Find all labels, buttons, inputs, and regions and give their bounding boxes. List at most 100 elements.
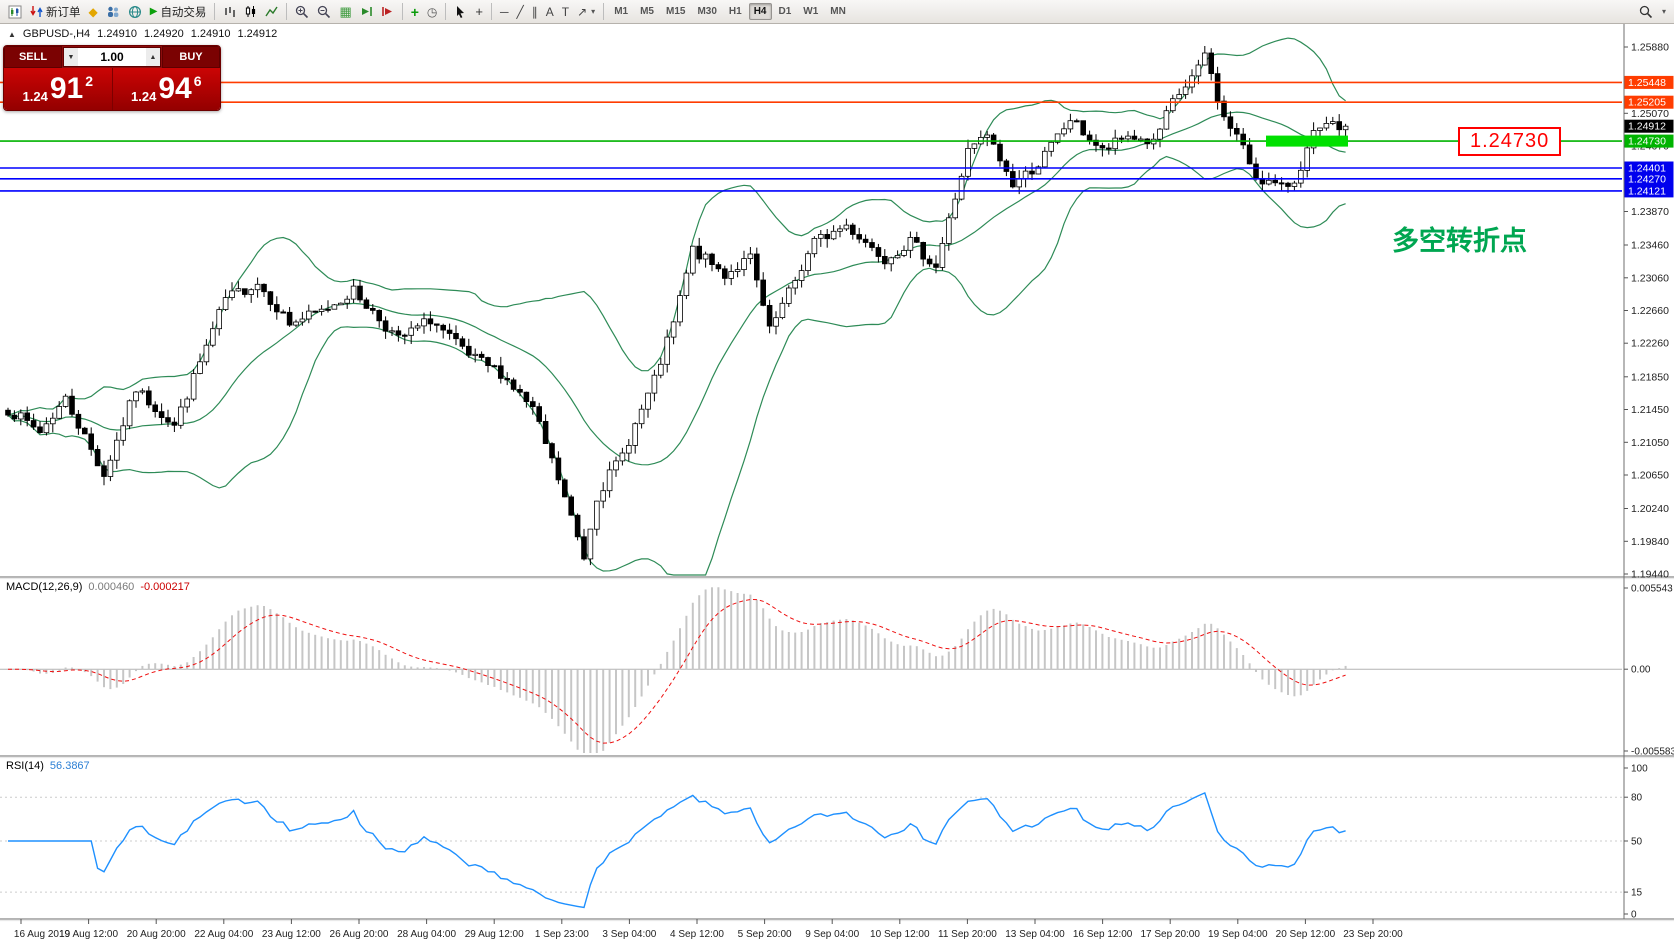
- one-click-trading-panel: SELL ▼ 1.00 ▲ BUY 1.24 91 2 1.24 94 6: [3, 45, 221, 111]
- sell-button[interactable]: SELL: [4, 46, 62, 68]
- toolbar-overflow-button[interactable]: ▾: [1657, 2, 1670, 21]
- periods-button[interactable]: ◷: [423, 2, 441, 21]
- indicators-button[interactable]: +: [407, 2, 423, 21]
- volume-value[interactable]: 1.00: [100, 50, 124, 64]
- metaeditor-button[interactable]: ◆: [85, 2, 102, 21]
- new-chart-button[interactable]: [4, 2, 26, 21]
- candle-body: [331, 304, 338, 310]
- timeframe-h1-button[interactable]: H1: [728, 6, 742, 17]
- bollinger-lower-band: [7, 155, 1346, 576]
- candle-body: [1163, 110, 1170, 130]
- candle-body: [1022, 170, 1029, 180]
- candle-body: [293, 321, 299, 326]
- volume-down-button[interactable]: ▼: [64, 48, 78, 66]
- timeframe-m30-button[interactable]: M30: [697, 6, 717, 17]
- timeframe-d1-button[interactable]: D1: [778, 6, 792, 17]
- candle-body: [401, 334, 408, 337]
- zoom-out-button[interactable]: [313, 2, 335, 21]
- text-tool-icon: A: [545, 4, 554, 19]
- price-tag-label: 1.24121: [1628, 185, 1666, 197]
- arrow-tool-button[interactable]: ↗ ▾: [573, 2, 599, 21]
- cursor-button[interactable]: [450, 2, 471, 21]
- candle-body: [337, 302, 344, 306]
- candle-body: [965, 147, 971, 177]
- support-highlight-rect[interactable]: [1266, 135, 1348, 147]
- new-chart-icon: [8, 5, 22, 18]
- timeframe-mn-button[interactable]: MN: [830, 6, 846, 17]
- horizontal-lines-layer: [0, 81, 1622, 192]
- trendline-icon: ╱: [516, 4, 524, 19]
- line-chart-button[interactable]: [261, 2, 282, 21]
- candle-body: [562, 479, 568, 498]
- level-callout-box[interactable]: 1.24730: [1458, 127, 1562, 156]
- candle-body: [510, 379, 517, 390]
- bar-chart-button[interactable]: [219, 2, 240, 21]
- channel-tool-button[interactable]: ∥: [528, 2, 542, 21]
- text-tool-button[interactable]: A: [542, 2, 558, 21]
- crosshair-button[interactable]: +: [471, 2, 487, 21]
- market-watch-button[interactable]: [102, 2, 124, 21]
- candle-body: [235, 288, 242, 292]
- chart-shift-button[interactable]: [377, 2, 398, 21]
- timeframe-h4-button[interactable]: H4: [748, 3, 772, 20]
- overflow-caret-icon: ▾: [1661, 7, 1666, 16]
- search-button[interactable]: [1635, 2, 1657, 21]
- new-order-button[interactable]: 新订单: [26, 2, 85, 21]
- candle-body: [946, 217, 952, 244]
- timeframe-m5-button[interactable]: M5: [640, 6, 654, 17]
- candle-body: [389, 330, 395, 333]
- zoom-in-icon: [296, 5, 309, 18]
- price-grid-label: 1.21450: [1631, 404, 1669, 416]
- tile-windows-button[interactable]: ▦: [335, 2, 355, 21]
- candle-body: [1080, 120, 1087, 136]
- ask-price[interactable]: 1.24 94 6: [113, 68, 221, 110]
- candle-body: [440, 324, 446, 331]
- candle-body: [17, 412, 24, 420]
- auto-trading-button[interactable]: ▶ 自动交易: [146, 2, 211, 21]
- candle-body: [325, 308, 331, 311]
- bid-price[interactable]: 1.24 91 2: [4, 68, 112, 110]
- terminal-button[interactable]: [124, 2, 146, 21]
- rsi-name: RSI(14): [6, 760, 44, 772]
- candle-body: [1048, 141, 1055, 152]
- zoom-in-button[interactable]: [291, 2, 313, 21]
- candle-body: [728, 271, 734, 279]
- candle-body: [126, 400, 133, 427]
- candle-body: [254, 283, 261, 291]
- candle-body: [107, 459, 114, 477]
- users-icon: [107, 6, 119, 17]
- candle-body: [1266, 179, 1272, 185]
- candle-body: [1195, 64, 1202, 77]
- candle-body: [798, 270, 805, 281]
- candle-body: [1125, 135, 1131, 140]
- auto-scroll-button[interactable]: [356, 2, 377, 21]
- candle-body: [376, 309, 382, 322]
- candlestick-chart-button[interactable]: [240, 2, 261, 21]
- trendline-tool-button[interactable]: ╱: [513, 2, 528, 21]
- price-grid-label: 1.19440: [1631, 569, 1669, 581]
- price-tag: [1624, 119, 1674, 133]
- candle-body: [933, 263, 939, 268]
- timeframe-w1-button[interactable]: W1: [803, 6, 819, 17]
- candle-body: [606, 469, 613, 492]
- search-icon: [1639, 5, 1653, 18]
- candle-body: [56, 406, 62, 419]
- timeframe-m1-button[interactable]: M1: [614, 6, 629, 17]
- time-label: 26 Aug 20:00: [330, 929, 389, 940]
- candle-body: [363, 299, 370, 309]
- candle-body: [504, 377, 510, 381]
- collapse-panel-icon[interactable]: ▲: [8, 29, 16, 39]
- horizontal-line-tool-button[interactable]: ─: [496, 2, 513, 21]
- volume-field[interactable]: ▼ 1.00 ▲: [63, 47, 161, 67]
- buy-button[interactable]: BUY: [162, 46, 220, 68]
- candle-body: [248, 289, 255, 295]
- horizontal-line-icon: ─: [500, 4, 509, 19]
- volume-up-button[interactable]: ▲: [146, 48, 160, 66]
- candle-body: [350, 285, 357, 300]
- candle-body: [114, 439, 120, 461]
- timeframe-m15-button[interactable]: M15: [666, 6, 686, 17]
- label-tool-button[interactable]: T: [558, 2, 573, 21]
- time-label: 16 Aug 2019: [14, 929, 71, 940]
- price-tag: [1624, 75, 1674, 89]
